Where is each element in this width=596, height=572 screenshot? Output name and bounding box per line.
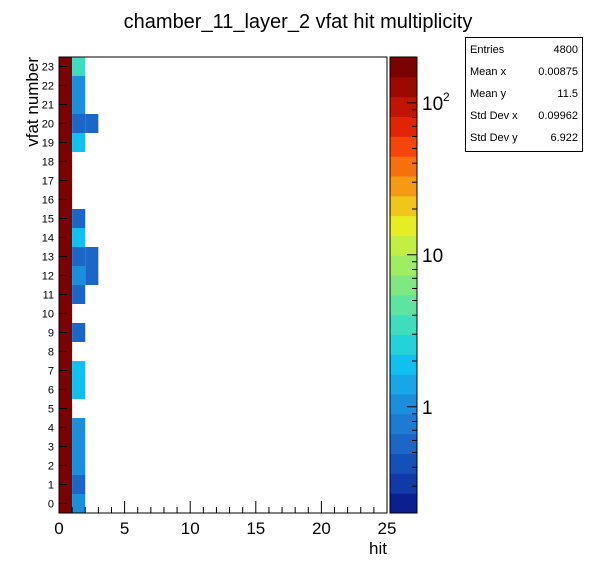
x-tick-label: 15: [246, 519, 265, 538]
stats-key: Mean x: [470, 66, 506, 78]
stats-key: Std Dev x: [470, 110, 518, 122]
stats-row-entries: Entries 4800: [470, 40, 578, 60]
y-tick-label: 7: [48, 366, 54, 378]
color-scale-segment: [390, 57, 417, 77]
color-scale-segment: [390, 77, 417, 97]
y-tick-label: 12: [42, 271, 54, 283]
y-tick-label: 4: [48, 423, 54, 435]
color-scale-segment: [390, 414, 417, 434]
stats-value: 4800: [554, 44, 578, 56]
heatmap-cell: [72, 361, 85, 380]
stats-value: 11.5: [557, 88, 578, 100]
plot-frame: [59, 57, 387, 513]
x-tick-label: 20: [312, 519, 331, 538]
y-tick-label: 11: [43, 290, 54, 302]
color-scale-segment: [390, 196, 417, 216]
color-scale-label-exponent: 2: [443, 90, 450, 104]
heatmap-cell: [72, 494, 85, 513]
y-tick-label: 8: [48, 347, 54, 359]
y-tick-label: 1: [48, 480, 54, 492]
x-tick-label: 25: [378, 519, 397, 538]
y-tick-label: 14: [42, 233, 54, 245]
color-scale-segment: [390, 335, 417, 355]
color-scale-segment: [390, 216, 417, 236]
stats-row-std-dev-y: Std Dev y 6.922: [470, 128, 578, 148]
color-scale-segment: [390, 354, 417, 374]
heatmap-cell: [72, 247, 85, 266]
heatmap-cell: [85, 247, 98, 266]
heatmap-cell: [72, 285, 85, 304]
heatmap-cell: [72, 456, 85, 475]
x-tick-label: 5: [120, 519, 129, 538]
y-tick-label: 10: [42, 309, 54, 321]
stats-key: Std Dev y: [470, 132, 518, 144]
color-scale: [390, 57, 417, 514]
heatmap-cell: [72, 475, 85, 494]
y-tick-label: 3: [48, 442, 54, 454]
color-scale-segment: [390, 136, 417, 156]
color-scale-segment: [390, 235, 417, 255]
y-tick-label: 5: [48, 404, 54, 416]
x-axis-title: hit: [369, 539, 387, 558]
color-scale-segment: [390, 315, 417, 335]
y-tick-label: 6: [48, 385, 54, 397]
stats-box: Entries 4800 Mean x 0.00875 Mean y 11.5 …: [465, 37, 583, 152]
heatmap-cell: [72, 418, 85, 437]
heatmap-cell: [72, 380, 85, 399]
y-tick-label: 16: [42, 195, 54, 207]
stats-row-std-dev-x: Std Dev x 0.09962: [470, 106, 578, 126]
color-scale-label: 10: [422, 94, 443, 115]
stats-value: 0.00875: [538, 66, 578, 78]
y-axis-title: vfat number: [23, 57, 42, 147]
heatmap-cell: [72, 437, 85, 456]
heatmap-cell: [72, 57, 85, 76]
stats-key: Mean y: [470, 88, 506, 100]
color-scale-segment: [390, 434, 417, 454]
x-axis: 0 5 10 15 20 25: [54, 501, 396, 538]
color-scale-segment: [390, 394, 417, 414]
heatmap-cells: [59, 57, 98, 513]
y-tick-label: 15: [42, 214, 54, 226]
y-tick-label: 18: [42, 157, 54, 169]
stats-key: Entries: [470, 44, 504, 56]
heatmap-cell: [72, 95, 85, 114]
color-scale-segment: [390, 295, 417, 315]
color-scale-segment: [390, 156, 417, 176]
stats-row-mean-y: Mean y 11.5: [470, 84, 578, 104]
color-scale-segment: [390, 454, 417, 474]
color-scale-label: 1: [422, 398, 433, 419]
y-tick-label: 0: [48, 499, 54, 511]
y-tick-label: 21: [42, 100, 54, 112]
y-tick-label: 17: [42, 176, 54, 188]
x-tick-label: 10: [181, 519, 200, 538]
stats-value: 0.09962: [538, 110, 578, 122]
color-scale-segment: [390, 493, 417, 513]
heatmap-cell: [72, 209, 85, 228]
heatmap-cell: [72, 114, 85, 133]
color-scale-segment: [390, 97, 417, 117]
y-tick-label: 13: [42, 252, 54, 264]
y-tick-label: 23: [42, 62, 54, 74]
heatmap-cell: [72, 133, 85, 152]
heatmap-cell: [85, 114, 98, 133]
x-tick-label: 0: [54, 519, 63, 538]
heatmap-cell: [72, 266, 85, 285]
color-scale-segment: [390, 473, 417, 493]
y-tick-label: 22: [42, 81, 54, 93]
y-tick-label: 20: [42, 119, 54, 131]
color-scale-segment: [390, 374, 417, 394]
color-scale-label: 10: [422, 246, 443, 267]
stats-row-mean-x: Mean x 0.00875: [470, 62, 578, 82]
chart-title: chamber_11_layer_2 vfat hit multiplicity: [124, 11, 473, 33]
color-scale-segment: [390, 176, 417, 196]
y-tick-label: 2: [48, 461, 54, 473]
heatmap-cell: [72, 323, 85, 342]
color-scale-segment: [390, 255, 417, 275]
y-tick-label: 19: [42, 138, 54, 150]
stats-value: 6.922: [550, 132, 578, 144]
heatmap-cell: [72, 228, 85, 247]
heatmap-cell: [72, 76, 85, 95]
y-tick-label: 9: [48, 328, 54, 340]
heatmap-cell: [85, 266, 98, 285]
